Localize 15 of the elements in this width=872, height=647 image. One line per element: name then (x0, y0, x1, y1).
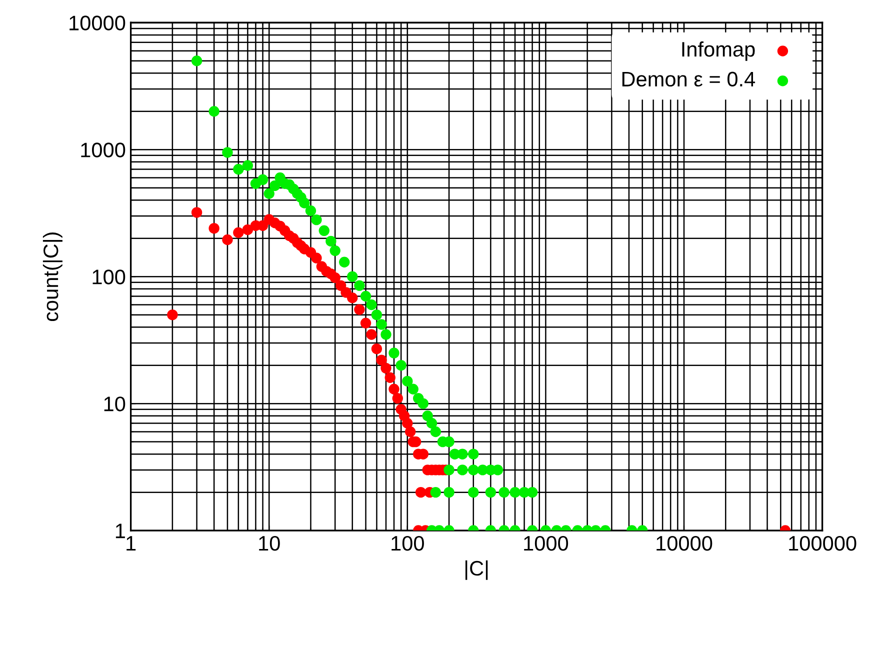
y-tick-label: 1 (116, 524, 125, 538)
x-tick-label: 1 (126, 536, 136, 550)
legend-label: Infomap (682, 41, 755, 61)
y-tick-label: 100 (92, 270, 126, 284)
x-tick-label: 1000 (524, 536, 568, 551)
y-tick-label: 1000 (81, 142, 126, 158)
x-tick-label: 100 (392, 536, 424, 551)
x-tick-label: 10 (259, 536, 280, 551)
x-axis-title: |C| (465, 560, 488, 580)
y-tick-label: 10 (104, 396, 126, 412)
x-tick-label: 10000 (656, 536, 712, 551)
legend-label: Demon ε = 0.4 (622, 72, 756, 87)
x-tick-label: 100000 (789, 536, 856, 551)
y-tick-label: 10000 (70, 16, 126, 30)
y-axis-title: count(|C|) (42, 232, 62, 322)
